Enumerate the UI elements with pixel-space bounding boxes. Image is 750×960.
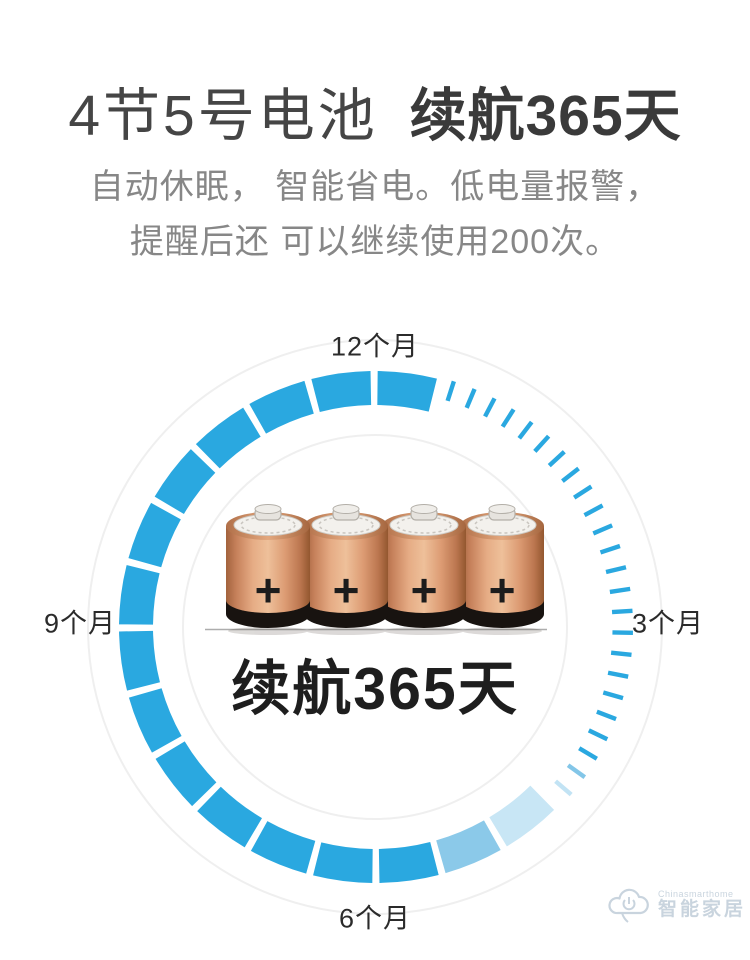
plus-terminal-mark-4: + (489, 564, 516, 616)
watermark-text-en: Chinasmarthome (657, 888, 734, 899)
watermark-text-zh: 智能家居 (657, 899, 746, 921)
title-endurance: 续航365天 (409, 84, 682, 148)
gauge-label-12-months: 12个月 (330, 331, 420, 362)
battery-shadows (228, 627, 542, 635)
page-subtitle: 自动休眠， 智能省电。低电量报警， 提醒后还 可以继续使用200次。 (0, 160, 750, 270)
cloud-power-icon (608, 888, 649, 923)
subtitle-line-2: 提醒后还 可以继续使用200次。 (129, 223, 621, 261)
gauge-label-6-months: 6个月 (338, 903, 412, 934)
battery-photo: + + + + (225, 503, 545, 629)
page-title: 4节5号电池 续航365天 (0, 70, 750, 152)
title-product: 4节5号电池 (68, 84, 378, 148)
gauge-ring (87, 339, 663, 915)
subtitle-line-1: 自动休眠， 智能省电。低电量报警， (89, 168, 661, 206)
plus-terminal-mark-1: + (255, 564, 282, 616)
plus-terminal-mark-2: + (333, 564, 360, 616)
gauge-label-3-months: 3个月 (631, 608, 705, 639)
watermark: Chinasmarthome 智能家居 (606, 886, 746, 924)
gauge-label-9-months: 9个月 (43, 608, 117, 639)
plus-terminal-mark-3: + (411, 564, 438, 616)
gauge-center-value: 续航365天 (231, 656, 519, 722)
